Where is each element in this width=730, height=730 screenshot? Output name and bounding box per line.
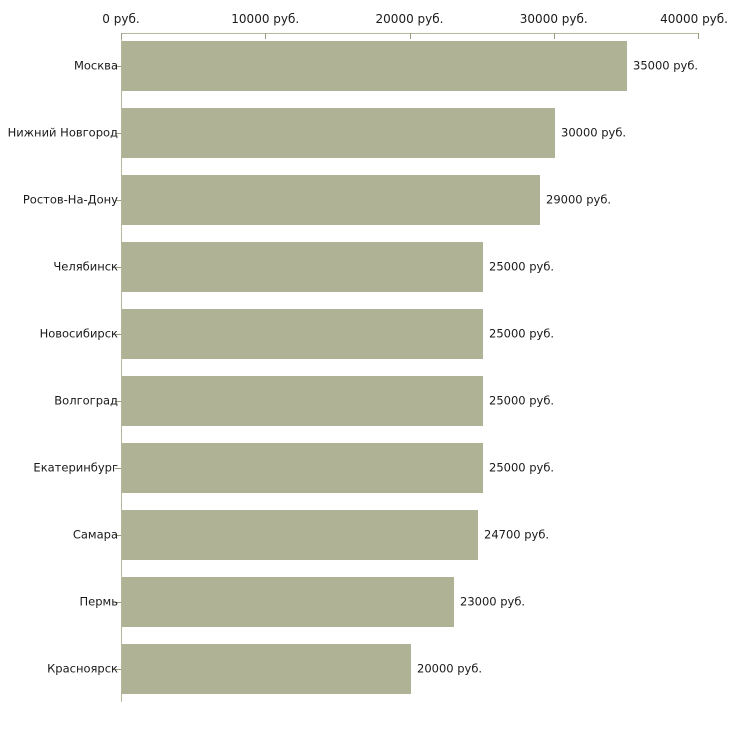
category-label: Красноярск	[47, 661, 118, 676]
bar[interactable]	[122, 644, 411, 694]
bar-value-label: 25000 руб.	[489, 460, 555, 475]
bar[interactable]	[122, 242, 483, 292]
category-tick	[115, 535, 121, 536]
x-axis-tick	[553, 33, 555, 39]
category-label: Новосибирск	[39, 326, 118, 341]
bar-value-label: 20000 руб.	[417, 661, 483, 676]
x-axis-tick-label: 0 руб.	[102, 12, 140, 26]
category-tick	[115, 669, 121, 670]
category-label: Челябинск	[53, 259, 118, 274]
bar[interactable]	[122, 510, 478, 560]
bar-value-label: 29000 руб.	[546, 192, 612, 207]
bar[interactable]	[122, 108, 555, 158]
x-axis-tick	[698, 33, 699, 39]
x-axis-tick-label: 30000 руб.	[519, 12, 588, 26]
category-tick	[115, 401, 121, 402]
bar-value-label: 25000 руб.	[489, 259, 555, 274]
category-tick	[115, 468, 121, 469]
x-axis-tick	[409, 33, 411, 39]
x-axis-tick	[265, 33, 267, 39]
category-tick	[115, 200, 121, 201]
y-axis-line	[121, 33, 122, 702]
category-label: Самара	[72, 527, 118, 542]
bar[interactable]	[122, 309, 483, 359]
category-label: Нижний Новгород	[7, 125, 118, 140]
bar[interactable]	[122, 443, 483, 493]
x-axis-tick-label: 40000 руб.	[660, 12, 728, 26]
bar-value-label: 30000 руб.	[561, 125, 627, 140]
x-axis-tick	[121, 33, 122, 39]
bar-value-label: 25000 руб.	[489, 326, 555, 341]
category-label: Волгоград	[54, 393, 118, 408]
category-tick	[115, 66, 121, 67]
bar-value-label: 35000 руб.	[633, 58, 699, 73]
category-label: Москва	[73, 58, 118, 73]
category-tick	[115, 133, 121, 134]
category-label: Екатеринбург	[33, 460, 118, 475]
bar-value-label: 23000 руб.	[460, 594, 526, 609]
x-axis-tick-label: 10000 руб.	[231, 12, 300, 26]
category-tick	[115, 267, 121, 268]
bar-value-label: 25000 руб.	[489, 393, 555, 408]
bar[interactable]	[122, 577, 454, 627]
category-tick	[115, 334, 121, 335]
bar[interactable]	[122, 41, 627, 91]
x-axis-tick-label: 20000 руб.	[375, 12, 444, 26]
bar[interactable]	[122, 175, 540, 225]
category-label: Пермь	[79, 594, 118, 609]
category-label: Ростов-На-Дону	[22, 192, 118, 207]
bar-value-label: 24700 руб.	[484, 527, 550, 542]
category-tick	[115, 602, 121, 603]
bar[interactable]	[122, 376, 483, 426]
